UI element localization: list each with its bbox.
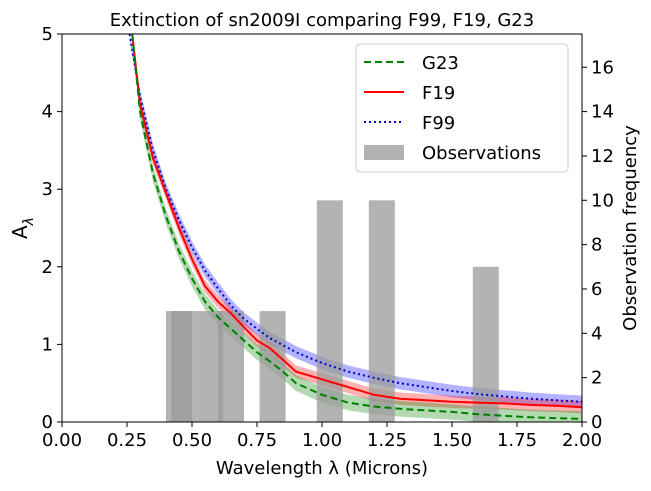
legend-observations-label: Observations xyxy=(422,143,541,164)
x-tick-label-6: 1.50 xyxy=(432,430,472,451)
x-tick-label-3: 0.75 xyxy=(237,430,277,451)
legend: G23 F19 F99 Observations xyxy=(355,43,569,173)
chart-title: Extinction of sn2009I comparing F99, F19… xyxy=(110,10,534,31)
y-tick-label-3: 3 xyxy=(42,179,53,200)
y-tick-label-4: 4 xyxy=(42,102,53,123)
y-axis-label-sub: λ xyxy=(21,217,37,226)
x-tick-label-4: 1.00 xyxy=(302,430,342,451)
y2-tick-label-8: 16 xyxy=(591,57,614,78)
observation-bars xyxy=(166,200,499,422)
legend-f19-label: F19 xyxy=(422,83,455,104)
x-axis-ticks: 0.00 0.25 0.50 0.75 1.00 1.25 1.50 1.75 2.00 xyxy=(42,422,602,451)
observation-bar-1 xyxy=(171,311,198,422)
legend-observations-swatch xyxy=(364,145,404,160)
x-tick-label-1: 0.25 xyxy=(107,430,147,451)
y-tick-label-2: 2 xyxy=(42,257,53,278)
x-tick-label-7: 1.75 xyxy=(497,430,537,451)
y2-tick-label-7: 14 xyxy=(591,102,614,123)
y2-tick-label-1: 2 xyxy=(591,368,602,389)
x-tick-label-8: 2.00 xyxy=(562,430,602,451)
legend-g23-label: G23 xyxy=(422,53,459,74)
y2-tick-label-0: 0 xyxy=(591,412,602,433)
observation-bar-3 xyxy=(218,311,244,422)
observation-bar-5 xyxy=(316,200,343,422)
series-lines xyxy=(128,33,583,420)
y2-tick-label-3: 6 xyxy=(591,279,602,300)
x-tick-label-2: 0.50 xyxy=(172,430,212,451)
y2-axis-label: Observation frequency xyxy=(620,125,641,331)
series-line-g23 xyxy=(131,33,583,420)
y-tick-label-5: 5 xyxy=(42,24,53,45)
y2-axis-ticks: 0 2 4 6 8 10 12 14 16 xyxy=(582,57,614,433)
y-axis-ticks: 0 1 2 3 4 5 xyxy=(42,24,62,433)
observation-bar-6 xyxy=(368,200,395,422)
series-line-f19 xyxy=(131,33,583,409)
y-axis-label: Aλ xyxy=(8,217,37,239)
x-axis-label: Wavelength λ (Microns) xyxy=(216,458,428,479)
y-tick-label-1: 1 xyxy=(42,334,53,355)
legend-frame xyxy=(355,43,569,173)
y-tick-label-0: 0 xyxy=(42,412,53,433)
y2-tick-label-6: 12 xyxy=(591,146,614,167)
y2-tick-label-2: 4 xyxy=(591,323,602,344)
observation-bar-4 xyxy=(259,311,286,422)
observation-bar-7 xyxy=(472,266,499,422)
y2-tick-label-5: 10 xyxy=(591,190,614,211)
y2-tick-label-4: 8 xyxy=(591,235,602,256)
y-axis-label-base: A xyxy=(8,225,32,239)
x-tick-label-5: 1.25 xyxy=(367,430,407,451)
legend-f99-label: F99 xyxy=(422,113,455,134)
x-tick-label-0: 0.00 xyxy=(42,430,82,451)
series-line-f99 xyxy=(128,33,583,403)
